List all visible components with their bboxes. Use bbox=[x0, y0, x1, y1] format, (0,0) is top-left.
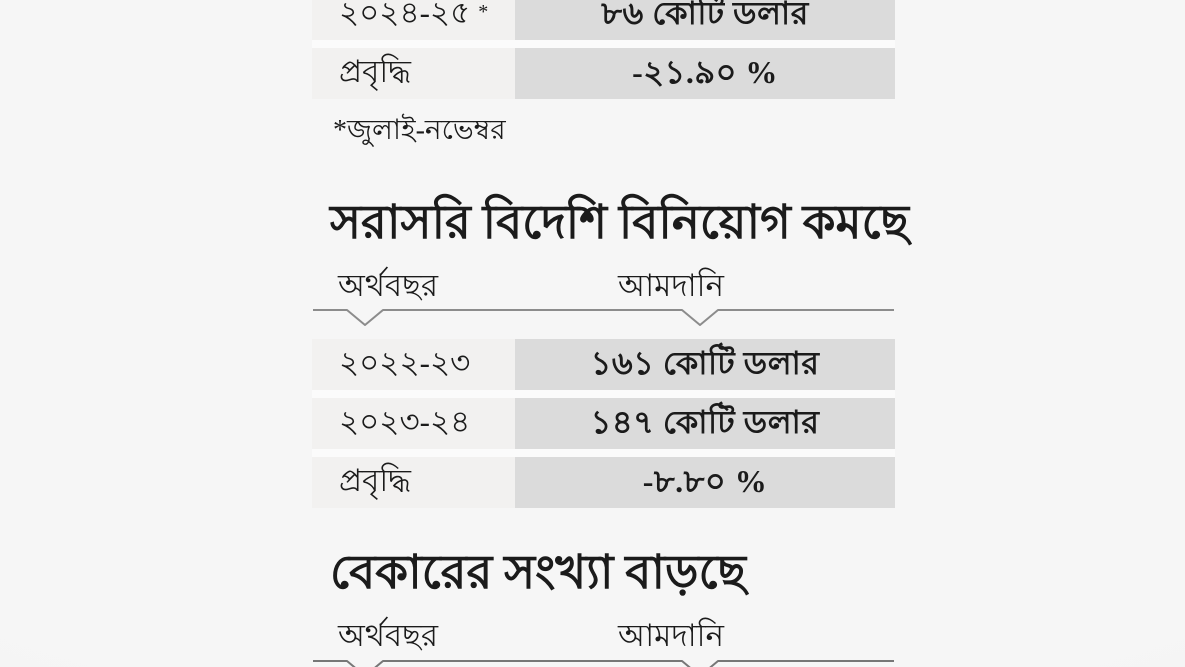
section-heading-fdi: সরাসরি বিদেশি বিনিয়োগ কমছে bbox=[330, 197, 910, 249]
growth-cell: প্রবৃদ্ধি bbox=[312, 48, 515, 99]
column-header-import: আমদানি bbox=[618, 268, 725, 303]
table-row: ২০২৪-২৫ * ৮৬ কোটি ডলার bbox=[312, 0, 895, 40]
fiscal-year-cell: ২০২৩-২৪ bbox=[312, 398, 515, 449]
section-heading-unemployment: বেকারের সংখ্যা বাড়ছে bbox=[330, 547, 746, 599]
value-cell: ৮৬ কোটি ডলার bbox=[515, 0, 895, 40]
table-section-1: ২০২৪-২৫ * ৮৬ কোটি ডলার প্রবৃদ্ধি -২১.৯০ % bbox=[312, 0, 895, 99]
footnote-mark: * bbox=[478, 1, 489, 23]
fiscal-year-label: ২০২৪-২৫ bbox=[339, 0, 471, 30]
value-cell: -২১.৯০ % bbox=[515, 48, 895, 99]
fiscal-year-label: ২০২৩-২৪ bbox=[339, 403, 471, 439]
value-cell: -৮.৮০ % bbox=[515, 457, 895, 508]
growth-label: প্রবৃদ্ধি bbox=[339, 462, 411, 498]
value-cell: ১৪৭ কোটি ডলার bbox=[515, 398, 895, 449]
fiscal-year-cell: ২০২২-২৩ bbox=[312, 339, 515, 390]
table-section-2: ২০২২-২৩ ১৬১ কোটি ডলার ২০২৩-২৪ ১৪৭ কোটি ড… bbox=[312, 339, 895, 508]
fiscal-year-label: ২০২২-২৩ bbox=[339, 344, 471, 380]
growth-cell: প্রবৃদ্ধি bbox=[312, 457, 515, 508]
table-row: ২০২৩-২৪ ১৪৭ কোটি ডলার bbox=[312, 398, 895, 449]
header-separator-with-pointers bbox=[312, 660, 895, 667]
column-header-fiscal-year: অর্থবছর bbox=[338, 618, 439, 653]
column-header-import: আমদানি bbox=[618, 618, 725, 653]
growth-label: প্রবৃদ্ধি bbox=[339, 53, 411, 89]
value-cell: ১৬১ কোটি ডলার bbox=[515, 339, 895, 390]
table-row: প্রবৃদ্ধি -২১.৯০ % bbox=[312, 48, 895, 99]
header-separator-with-pointers bbox=[312, 309, 895, 331]
table-row: প্রবৃদ্ধি -৮.৮০ % bbox=[312, 457, 895, 508]
footnote: *জুলাই-নভেম্বর bbox=[333, 115, 506, 146]
table-row: ২০২২-২৩ ১৬১ কোটি ডলার bbox=[312, 339, 895, 390]
column-header-fiscal-year: অর্থবছর bbox=[338, 268, 439, 303]
fiscal-year-cell: ২০২৪-২৫ * bbox=[312, 0, 515, 40]
